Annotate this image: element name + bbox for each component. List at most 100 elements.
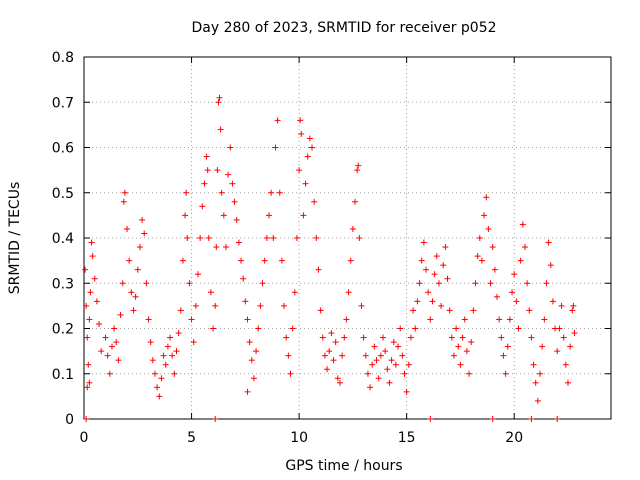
data-point (431, 271, 438, 278)
data-point (459, 334, 466, 341)
data-point (485, 225, 492, 232)
data-point (128, 289, 135, 296)
data-point (218, 189, 225, 196)
data-point (182, 212, 189, 219)
data-point (371, 343, 378, 350)
data-point (446, 307, 453, 314)
data-point (214, 167, 221, 174)
data-point (195, 271, 202, 278)
data-point (126, 257, 133, 264)
data-point (217, 126, 224, 133)
data-point (352, 198, 359, 205)
data-point (263, 235, 270, 241)
data-point (489, 416, 496, 422)
data-point (235, 239, 242, 246)
data-point (117, 311, 124, 318)
data-point (528, 416, 535, 422)
data-point (425, 289, 432, 296)
data-point (369, 361, 376, 368)
data-point (466, 370, 473, 377)
data-point (192, 302, 199, 309)
data-point (324, 366, 331, 373)
data-point (240, 275, 247, 282)
data-point (427, 316, 434, 323)
data-point (388, 357, 395, 364)
data-point (111, 325, 118, 332)
data-point (511, 271, 518, 278)
data-point (384, 366, 391, 373)
data-point (403, 388, 410, 395)
data-point (212, 302, 219, 309)
data-point (504, 343, 511, 350)
data-point (345, 289, 352, 296)
data-point (106, 370, 113, 377)
data-point (474, 253, 481, 260)
data-point (564, 379, 571, 386)
data-point (87, 289, 94, 296)
data-point (84, 334, 91, 341)
y-tick-label: 0.3 (52, 276, 74, 292)
data-point (556, 325, 563, 332)
data-point (481, 212, 488, 219)
data-point (321, 352, 328, 359)
data-point (285, 352, 292, 359)
y-tick-label: 0.6 (52, 141, 74, 157)
data-point (547, 262, 554, 269)
data-point (177, 307, 184, 314)
data-point (298, 130, 305, 137)
data-point (549, 298, 556, 305)
data-point (407, 334, 414, 341)
data-point (141, 230, 148, 237)
data-point (91, 275, 98, 282)
data-point (326, 348, 333, 355)
data-point (524, 280, 531, 287)
data-point (297, 117, 304, 124)
data-point (382, 348, 389, 355)
data-point (506, 316, 513, 323)
data-point (257, 302, 264, 309)
data-point (201, 180, 208, 187)
data-point (562, 361, 569, 368)
data-point (244, 316, 251, 323)
data-point (355, 162, 362, 169)
data-point (336, 379, 343, 386)
data-point (173, 348, 180, 355)
data-point (147, 339, 154, 346)
data-point (179, 257, 186, 264)
data-point (543, 280, 550, 287)
data-point (167, 334, 174, 341)
x-tick-label: 5 (187, 430, 196, 446)
x-tick-label: 10 (290, 430, 308, 446)
data-point (569, 307, 576, 314)
data-point (296, 167, 303, 174)
data-point (248, 357, 255, 364)
data-point (470, 307, 477, 314)
data-point (162, 361, 169, 368)
data-point (515, 325, 522, 332)
data-point (519, 221, 526, 228)
data-point (405, 361, 412, 368)
data-point (270, 235, 277, 241)
data-point (183, 189, 190, 196)
data-point (373, 357, 380, 364)
y-axis: 0 0.1 0.2 0.3 0.4 0.5 0.6 0.7 0.8 (52, 50, 611, 428)
data-point (444, 275, 451, 282)
data-point (360, 334, 367, 341)
data-point (429, 298, 436, 305)
data-point (154, 384, 161, 391)
data-point (455, 343, 462, 350)
data-point (130, 307, 137, 314)
data-point (541, 316, 548, 323)
data-point (483, 194, 490, 201)
data-point (186, 280, 193, 287)
data-point (281, 302, 288, 309)
data-point (151, 370, 158, 377)
data-point (229, 180, 236, 187)
data-point (397, 325, 404, 332)
data-point (210, 325, 217, 332)
data-point (489, 244, 496, 251)
data-point (119, 280, 126, 287)
data-point (416, 280, 423, 287)
data-point (334, 375, 341, 382)
data-point (289, 325, 296, 332)
